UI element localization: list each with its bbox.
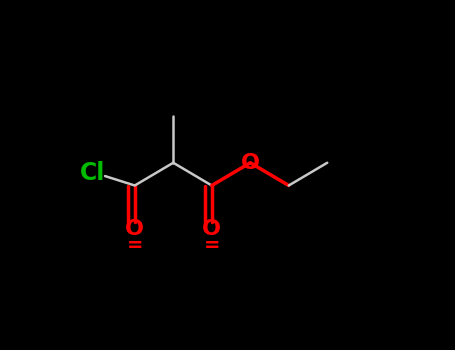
- Text: O: O: [125, 219, 144, 239]
- Text: Cl: Cl: [80, 161, 106, 185]
- Text: O: O: [202, 219, 221, 239]
- Text: =: =: [126, 236, 143, 254]
- Text: O: O: [241, 153, 260, 173]
- Text: =: =: [203, 236, 220, 254]
